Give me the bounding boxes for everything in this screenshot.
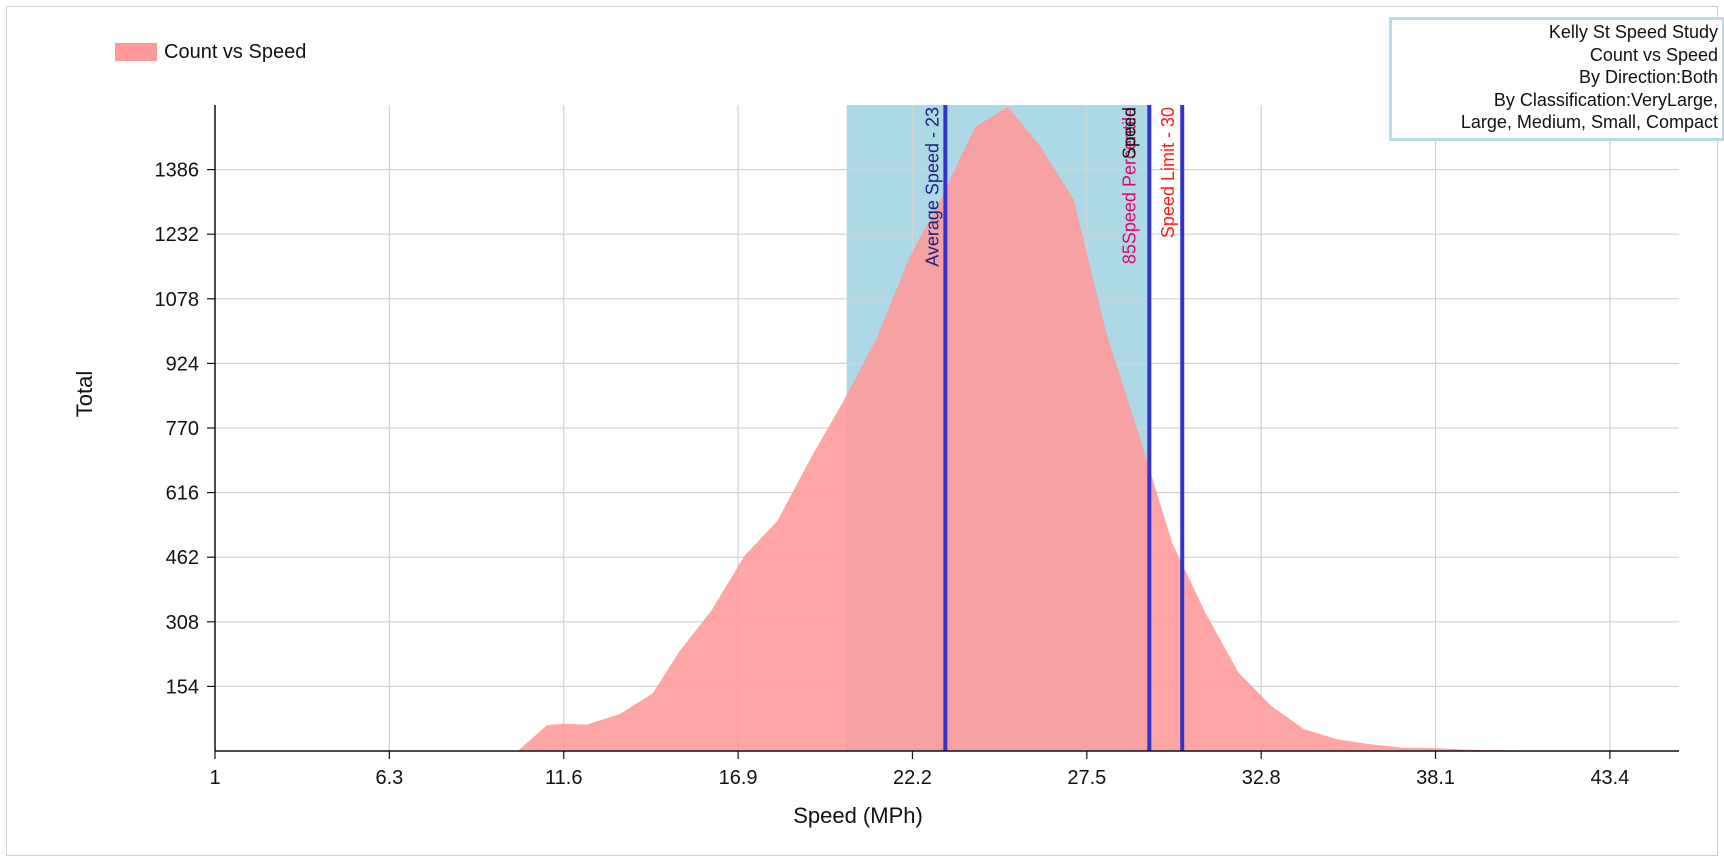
chart-svg: Average Speed - 23 85Speed PercentileSpee… xyxy=(72,41,1679,828)
x-tick-label: 16.9 xyxy=(719,767,758,789)
y-axis-title: Total xyxy=(72,371,97,417)
y-tick-label: 1386 xyxy=(155,160,200,182)
x-tick-label: 11.6 xyxy=(545,767,582,789)
reference-line-label: 85Speed Percentile xyxy=(1119,107,1139,264)
reference-lines-layer: Average Speed - 23 85Speed PercentileSpee… xyxy=(922,105,1185,751)
y-tick-label: 1078 xyxy=(155,289,200,311)
y-tick-label: 1232 xyxy=(155,224,200,246)
y-tick-label: 924 xyxy=(166,353,199,375)
reference-line-label: Speed xyxy=(1119,107,1139,159)
title-line: By Classification:VeryLarge, xyxy=(1493,89,1718,110)
area-series-0 xyxy=(517,106,1633,752)
title-line: Large, Medium, Small, Compact xyxy=(1460,112,1718,132)
reference-line-label: Speed Limit - 30 xyxy=(1158,107,1178,238)
chart-frame: Average Speed - 23 85Speed Percentile Spee… xyxy=(6,6,1724,856)
axis-layer: 1 6.3 11.6 16.9 22.2 27.5 32.8 38.1 43.4 154 308 46… xyxy=(155,105,1679,789)
area-layer xyxy=(517,106,1633,752)
y-tick-label: 308 xyxy=(166,612,199,634)
x-tick-label: 6.3 xyxy=(375,767,403,789)
title-line: By Direction:Both xyxy=(1578,67,1718,87)
x-tick-label: 32.8 xyxy=(1242,767,1281,789)
reference-line-label: Average Speed - 23 xyxy=(922,107,942,267)
x-tick-label: 43.4 xyxy=(1590,767,1629,789)
legend: Count vs Speed xyxy=(115,41,306,63)
x-tick-label: 22.2 xyxy=(893,767,932,789)
x-tick-label: 1 xyxy=(209,767,220,789)
chart-title-box: Kelly St Speed Study Count vs Speed By D… xyxy=(1389,17,1724,141)
y-tick-label: 154 xyxy=(166,676,199,698)
title-line: Count vs Speed xyxy=(1589,44,1718,65)
y-tick-label: 616 xyxy=(166,483,199,505)
legend-swatch xyxy=(115,43,157,61)
legend-label: Count vs Speed xyxy=(164,41,306,63)
x-tick-label: 27.5 xyxy=(1067,767,1106,789)
y-tick-label: 462 xyxy=(166,547,199,569)
x-axis-title: Speed (MPh) xyxy=(793,803,923,828)
y-tick-label: 770 xyxy=(166,418,199,440)
title-line: Kelly St Speed Study xyxy=(1548,22,1718,42)
x-tick-label: 38.1 xyxy=(1416,767,1455,789)
